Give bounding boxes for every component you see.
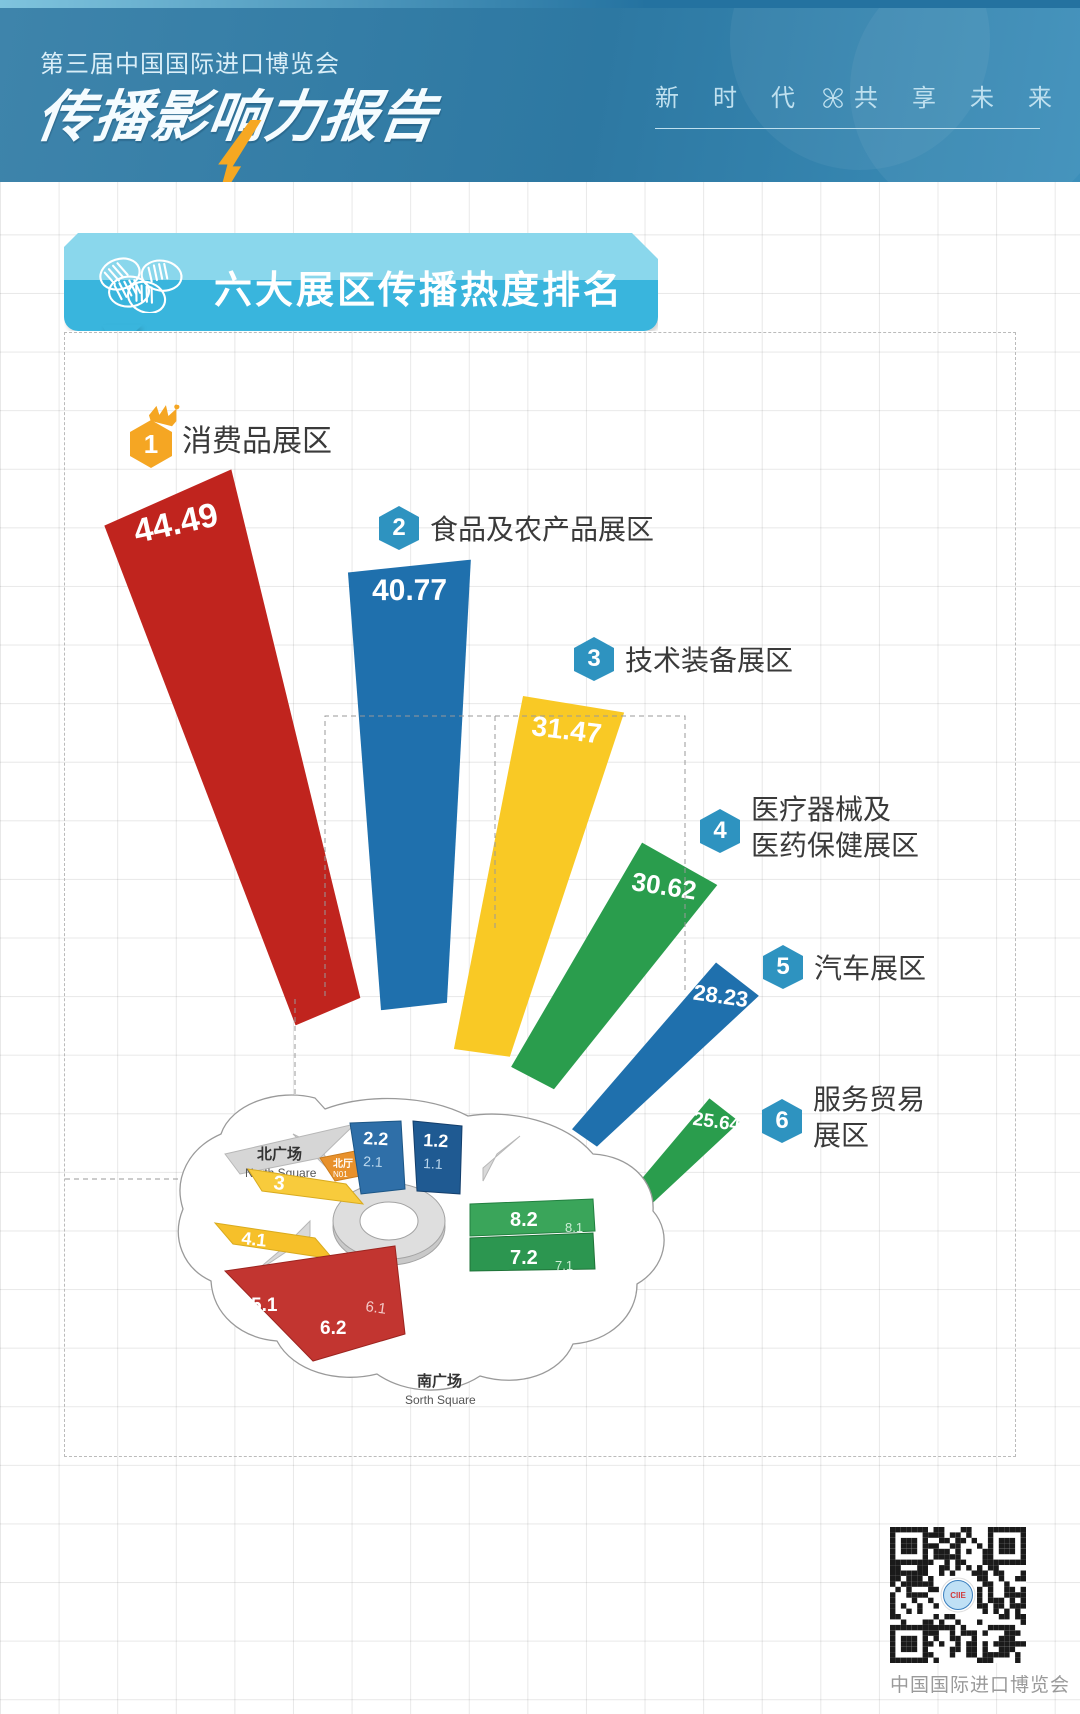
- svg-text:8.1: 8.1: [565, 1220, 583, 1235]
- svg-text:5.1: 5.1: [251, 1295, 278, 1316]
- svg-text:7.2: 7.2: [510, 1247, 538, 1269]
- svg-text:2.1: 2.1: [363, 1153, 383, 1170]
- svg-text:Sorth Square: Sorth Square: [405, 1393, 476, 1407]
- svg-text:4.1: 4.1: [241, 1228, 268, 1251]
- svg-text:北广场: 北广场: [257, 1145, 302, 1163]
- svg-text:8.2: 8.2: [510, 1209, 538, 1231]
- svg-text:2.2: 2.2: [363, 1128, 389, 1149]
- svg-text:6.2: 6.2: [320, 1318, 346, 1339]
- svg-text:CIIE: CIIE: [950, 1591, 966, 1600]
- svg-text:北厅: 北厅: [333, 1157, 353, 1170]
- svg-text:7.1: 7.1: [555, 1258, 573, 1273]
- svg-text:N01: N01: [333, 1170, 348, 1179]
- svg-text:3: 3: [272, 1172, 285, 1195]
- svg-text:南广场: 南广场: [417, 1372, 462, 1390]
- svg-text:1.2: 1.2: [423, 1130, 449, 1151]
- svg-text:1.1: 1.1: [423, 1155, 443, 1172]
- svg-text:6.1: 6.1: [364, 1298, 387, 1318]
